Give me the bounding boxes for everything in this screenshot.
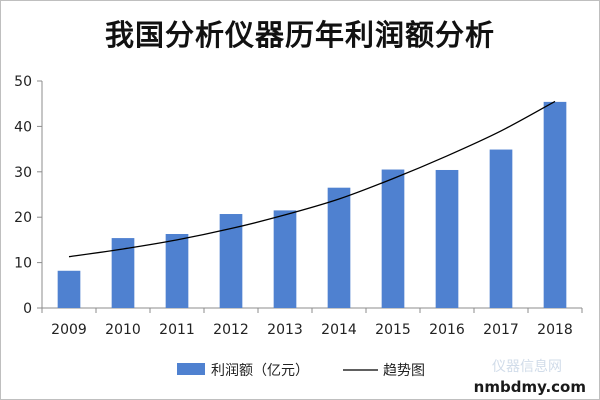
x-tick-label: 2017 [483, 322, 519, 338]
bar-2016 [435, 169, 459, 308]
y-tick-label: 20 [14, 210, 32, 226]
legend: 利润额（亿元） 趋势图 [177, 363, 425, 379]
bar-2015 [381, 169, 405, 308]
chart-title: 我国分析仪器历年利润额分析 [104, 18, 495, 52]
bar-2017 [489, 149, 513, 308]
x-tick-label: 2016 [429, 322, 465, 338]
bar-2018 [543, 101, 567, 308]
bar-2009 [57, 270, 81, 308]
bar-2013 [273, 210, 297, 308]
x-tick-label: 2012 [213, 322, 249, 338]
bar-2014 [327, 187, 351, 308]
x-tick-label: 2009 [51, 322, 87, 338]
x-tick-label: 2014 [321, 322, 357, 338]
watermark-cn: 仪器信息网 [492, 359, 562, 375]
legend-bar-swatch [177, 363, 205, 375]
y-tick-label: 50 [14, 74, 32, 90]
trend-curve [68, 100, 556, 258]
y-tick-label: 40 [14, 119, 32, 135]
bar-2012 [219, 214, 243, 308]
x-tick-label: 2018 [537, 322, 573, 338]
y-tick-label: 10 [14, 256, 32, 272]
y-tick-labels: 0 10 20 30 40 50 [14, 74, 32, 317]
legend-trend-label: 趋势图 [383, 363, 425, 379]
x-tick-label: 2011 [159, 322, 195, 338]
x-tick-label: 2015 [375, 322, 411, 338]
bar-2010 [111, 238, 135, 308]
x-tick-labels: 2009 2010 2011 2012 2013 2014 2015 2016 2017 2018 [51, 322, 573, 338]
bar-2011 [165, 233, 189, 308]
legend-bar-label: 利润额（亿元） [211, 363, 309, 379]
watermark: nmbdmy.com [473, 378, 586, 396]
x-tick-label: 2013 [267, 322, 303, 338]
trend-line [68, 100, 556, 258]
y-tick-label: 30 [14, 165, 32, 181]
x-tick-label: 2010 [105, 322, 141, 338]
y-tick-label: 0 [23, 301, 32, 317]
bars [57, 101, 567, 308]
